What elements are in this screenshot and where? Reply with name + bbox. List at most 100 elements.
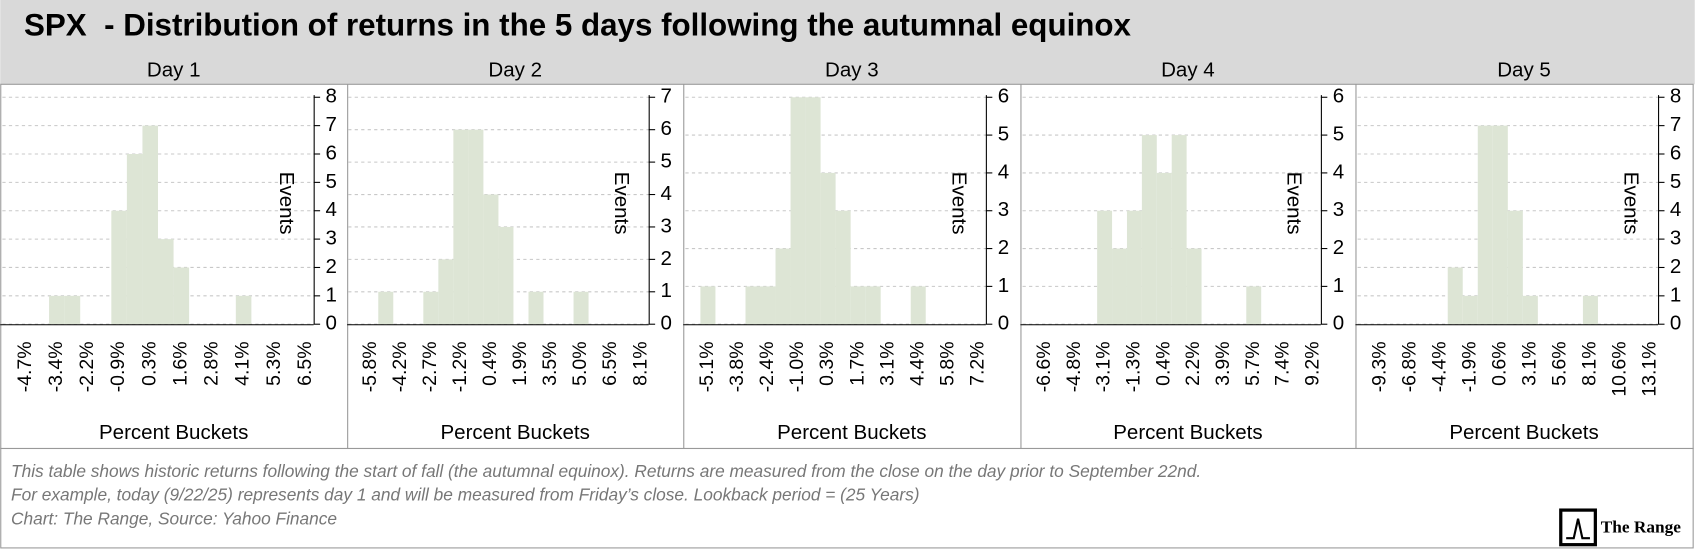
x-tick-label: -5.1% [696, 342, 718, 393]
bar [1112, 248, 1127, 325]
x-tick-label: -1.2% [449, 342, 471, 393]
note: Chart: The Range, Source: Yahoo Finance [11, 508, 337, 528]
bar [775, 248, 791, 325]
logo-box [1559, 508, 1597, 547]
y-axis-label: Events [275, 172, 298, 235]
logo: The Range [1559, 508, 1682, 547]
bar [158, 239, 174, 325]
x-tick-label: 0.3% [138, 342, 160, 386]
x-tick-label: -4.4% [1428, 342, 1450, 393]
x-tick-label: 3.9% [1212, 342, 1234, 386]
bar [850, 286, 866, 325]
x-tick-label: 8.1% [629, 342, 651, 386]
x-tick-label: 13.1% [1639, 342, 1661, 397]
y-tick-label: 2 [998, 236, 1009, 259]
y-tick-label: 5 [998, 123, 1009, 146]
bar [805, 97, 821, 325]
x-tick-label: 8.1% [1579, 342, 1601, 386]
x-tick-label: -3.8% [726, 342, 748, 393]
x-tick-label: 6.5% [599, 342, 621, 386]
bar [173, 267, 190, 325]
y-tick-label: 4 [1333, 160, 1344, 183]
y-tick-label: 1 [1333, 274, 1344, 297]
x-tick-label: -4.8% [1063, 342, 1085, 393]
bar [126, 154, 143, 325]
y-tick-label: 2 [326, 255, 337, 278]
y-tick-label: 0 [661, 312, 672, 335]
note: This table shows historic returns follow… [11, 461, 1201, 481]
y-tick-label: 6 [998, 85, 1009, 108]
bar [865, 286, 881, 325]
y-tick-label: 5 [326, 170, 337, 193]
y-tick-label: 2 [661, 247, 672, 270]
x-axis-label: Percent Buckets [1113, 421, 1262, 444]
y-tick-label: 8 [1670, 85, 1681, 108]
x-tick-label: -2.4% [756, 342, 778, 393]
y-axis-label: Events [1282, 172, 1305, 235]
bar [1246, 286, 1262, 325]
y-axis-label: Events [610, 172, 633, 235]
bar [1156, 172, 1172, 325]
bar [1447, 267, 1463, 325]
x-tick-label: 0.6% [1488, 342, 1510, 386]
y-tick-label: 4 [326, 198, 337, 221]
y-tick-label: 3 [1670, 227, 1681, 250]
y-tick-label: 0 [1670, 312, 1681, 335]
bar [528, 291, 544, 325]
y-axis-label: Events [947, 172, 970, 235]
y-tick-label: 8 [326, 85, 337, 108]
y-tick-label: 7 [326, 113, 337, 136]
x-tick-label: 1.6% [169, 342, 191, 386]
logo-text: The Range [1601, 517, 1682, 536]
bar [1582, 295, 1598, 325]
x-axis-label: Percent Buckets [99, 421, 248, 444]
bar [1477, 125, 1493, 325]
x-tick-label: -4.7% [14, 342, 36, 393]
bar [1507, 210, 1523, 325]
x-tick-label: -3.1% [1093, 342, 1115, 393]
x-tick-label: 5.7% [1242, 342, 1264, 386]
y-tick-label: 3 [661, 214, 672, 237]
bar [1171, 135, 1187, 325]
bar [142, 125, 159, 325]
x-tick-label: -2.7% [419, 342, 441, 393]
x-tick-label: 2.8% [201, 342, 223, 386]
logo-icon [1566, 518, 1590, 540]
header-band [0, 0, 1695, 85]
y-tick-label: 0 [1333, 312, 1344, 335]
y-tick-label: 0 [326, 312, 337, 335]
bar [378, 291, 394, 325]
x-tick-label: 10.6% [1609, 342, 1631, 397]
bar [1097, 210, 1113, 325]
x-tick-label: -6.6% [1033, 342, 1055, 393]
x-tick-label: 0.4% [479, 342, 501, 386]
bar [453, 129, 469, 325]
chart-title: Day 1 [147, 59, 201, 82]
bar [1522, 295, 1538, 325]
x-tick-label: 7.4% [1272, 342, 1294, 386]
x-tick-label: 3.5% [539, 342, 561, 386]
y-tick-label: 4 [998, 160, 1009, 183]
bar [498, 226, 514, 325]
y-tick-label: 6 [661, 117, 672, 140]
x-tick-label: 1.7% [846, 342, 868, 386]
y-tick-label: 5 [1333, 123, 1344, 146]
bar [1186, 248, 1202, 325]
bar [468, 129, 484, 325]
bar [760, 286, 776, 325]
y-tick-label: 3 [326, 227, 337, 250]
y-tick-label: 3 [1333, 198, 1344, 221]
note: For example, today (9/22/25) represents … [11, 485, 920, 505]
y-tick-label: 6 [326, 141, 337, 164]
x-tick-label: -6.8% [1398, 342, 1420, 393]
x-tick-label: -1.9% [1458, 342, 1480, 393]
y-tick-label: 7 [661, 85, 672, 108]
y-tick-label: 7 [1670, 113, 1681, 136]
x-tick-label: 5.8% [936, 342, 958, 386]
x-tick-label: 5.3% [263, 342, 285, 386]
bar [49, 295, 65, 325]
y-tick-label: 5 [661, 150, 672, 173]
x-axis-label: Percent Buckets [777, 421, 926, 444]
x-tick-label: 4.1% [232, 342, 254, 386]
